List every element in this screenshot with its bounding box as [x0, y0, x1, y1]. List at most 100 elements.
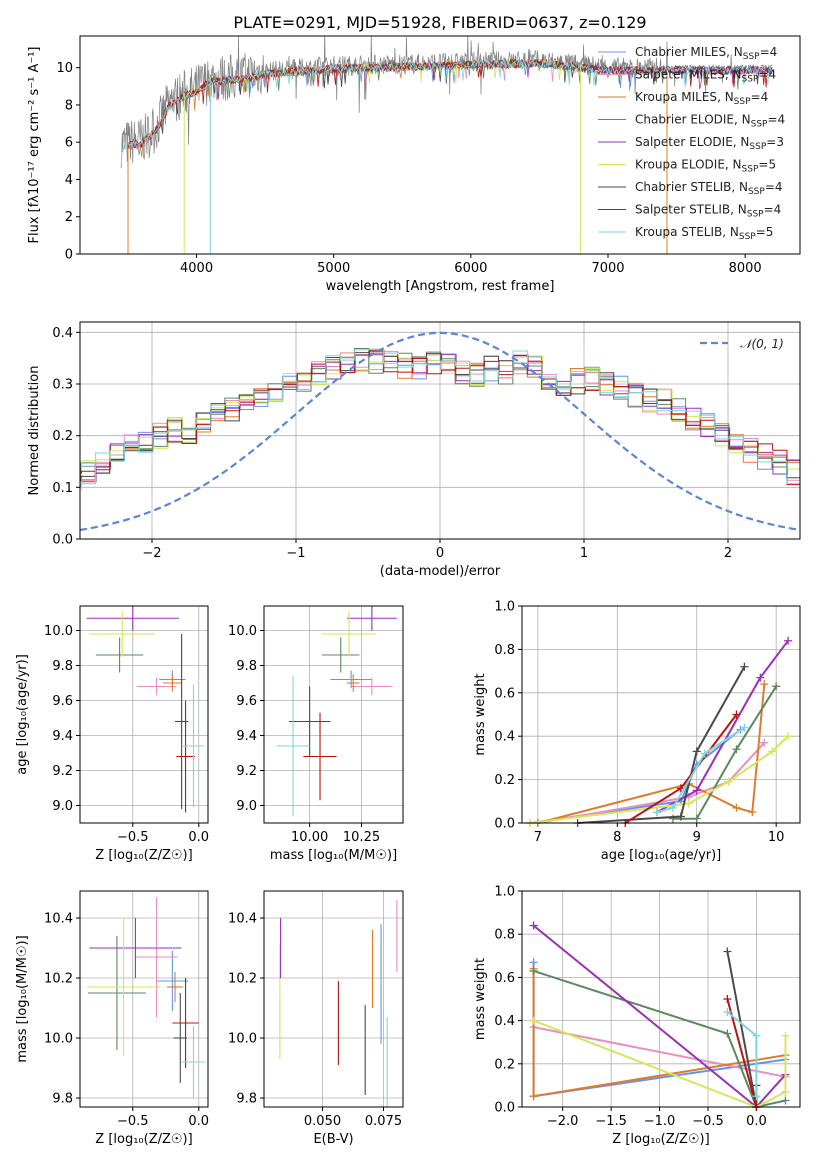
weight-marker: [784, 636, 793, 645]
legend-model-name: Chabrier ELODIE: [635, 113, 734, 127]
axes-frame: [263, 890, 404, 1108]
axes-frame: [79, 605, 209, 824]
y-tick-label: 9.4: [52, 729, 73, 744]
legend-model-name: Chabrier MILES: [635, 45, 726, 59]
y-tick-label: 1.0: [494, 600, 515, 615]
weight-marker: [740, 723, 749, 732]
y-tick-label: 9.0: [52, 799, 73, 814]
y-tick-label: 0.0: [494, 1101, 515, 1116]
axes-frame: [79, 890, 209, 1108]
y-tick-label: 0.6: [494, 686, 515, 701]
y-axis-label: Normed distribution: [27, 366, 42, 496]
weight-marker: [692, 814, 701, 823]
y-axis-label: mass weight: [473, 958, 488, 1040]
x-axis-label: (data-model)/error: [380, 564, 501, 579]
model-spectrum: [184, 58, 581, 98]
x-tick-label: 10.00: [291, 830, 328, 845]
weight-marker: [529, 921, 538, 930]
y-tick-label: 9.8: [52, 1092, 73, 1107]
weight-marker: [692, 747, 701, 756]
weight-line: [529, 728, 742, 824]
weight-marker: [668, 814, 677, 823]
weight-marker: [700, 749, 709, 758]
legend-nssp: 4: [768, 68, 776, 82]
axes-frame: [263, 605, 404, 824]
weight-marker: [692, 786, 701, 795]
weight-marker: [781, 1096, 790, 1105]
weight-marker: [668, 803, 677, 812]
x-tick-label: 1: [580, 546, 588, 561]
axes-frame: [521, 890, 801, 1108]
legend-nssp: 5: [766, 225, 774, 239]
y-tick-label: 9.2: [236, 764, 257, 779]
y-tick-label: 10.2: [228, 972, 257, 987]
y-tick-label: 0.8: [494, 928, 515, 943]
y-tick-label: 0: [65, 248, 73, 263]
y-tick-label: 9.6: [52, 694, 73, 709]
legend-entry: Salpeter MILES, NSSP=4: [635, 68, 776, 85]
weight-marker: [653, 808, 662, 817]
residual-histogram: [80, 349, 800, 486]
axes-frame: [79, 321, 801, 540]
histograms: [80, 348, 800, 491]
weight-marker: [752, 1031, 761, 1040]
legend-entry: Salpeter STELIB, NSSP=4: [635, 203, 781, 220]
x-axis-label: Z [log₁₀(Z/Z☉)]: [95, 1132, 192, 1147]
x-tick-label: 0.0: [188, 830, 209, 845]
y-tick-label: 10.0: [228, 624, 257, 639]
model-spectrum: [120, 58, 772, 164]
weight-marker: [723, 1029, 732, 1038]
legend-model-name: Kroupa MILES: [635, 90, 717, 104]
weight-marker: [756, 673, 765, 682]
y-tick-label: 0.8: [494, 643, 515, 658]
x-tick-label: 0.0: [188, 1114, 209, 1129]
x-tick-label: −1.0: [644, 1114, 676, 1129]
spectrum-traces: [120, 36, 773, 254]
y-tick-label: 0.0: [52, 533, 73, 548]
y-tick-label: 9.8: [236, 1092, 257, 1107]
legend-nssp: 3: [776, 135, 784, 149]
weight-line: [533, 969, 786, 1109]
legend-entry: Chabrier STELIB, NSSP=4: [635, 180, 783, 197]
y-tick-label: 0.2: [52, 429, 73, 444]
y-tick-label: 9.4: [236, 729, 257, 744]
weight-marker: [529, 1092, 538, 1101]
legend-model-name: Salpeter MILES: [635, 68, 725, 82]
weight-line: [533, 1026, 786, 1078]
y-axis-label: age [log₁₀(age/yr)]: [15, 654, 30, 775]
y-tick-label: 8: [65, 98, 73, 113]
x-axis-label: E(B-V): [313, 1132, 353, 1147]
weight-marker: [781, 1087, 790, 1096]
weight-marker: [784, 732, 793, 741]
weight-line: [656, 726, 745, 814]
y-tick-label: 0.2: [494, 773, 515, 788]
legend-nssp: 4: [778, 113, 786, 127]
residual-histogram: [80, 350, 800, 484]
x-tick-label: 4000: [180, 261, 213, 276]
x-axis-label: Z [log₁₀(Z/Z☉)]: [612, 1132, 709, 1147]
y-tick-label: 10.2: [44, 972, 73, 987]
y-tick-label: 6: [65, 136, 73, 151]
x-axis-label: wavelength [Angstrom, rest frame]: [326, 279, 555, 294]
weight-marker: [732, 803, 741, 812]
x-tick-label: 7000: [591, 261, 624, 276]
x-tick-label: 6000: [454, 261, 487, 276]
x-axis-label: Z [log₁₀(Z/Z☉)]: [95, 848, 192, 863]
x-tick-label: 8000: [729, 261, 762, 276]
y-tick-label: 0.1: [52, 481, 73, 496]
legend-entry: Kroupa STELIB, NSSP=5: [635, 225, 773, 242]
y-tick-label: 2: [65, 210, 73, 225]
y-axis-label: mass weight: [473, 673, 488, 755]
y-axis-label: Flux [fλ10⁻¹⁷ erg cm⁻² s⁻¹ A⁻¹]: [27, 47, 42, 244]
errorbars: [276, 606, 397, 816]
y-tick-label: 0.4: [494, 730, 515, 745]
weight-marker: [529, 966, 538, 975]
residual-histogram: [80, 348, 800, 475]
x-tick-label: 0.0: [746, 1114, 767, 1129]
weight-line: [537, 684, 766, 824]
y-tick-label: 10.0: [44, 624, 73, 639]
x-tick-label: 2: [724, 546, 732, 561]
legend-entry: 𝒩(0, 1): [740, 337, 784, 351]
legend-model-name: Salpeter STELIB: [635, 203, 730, 217]
